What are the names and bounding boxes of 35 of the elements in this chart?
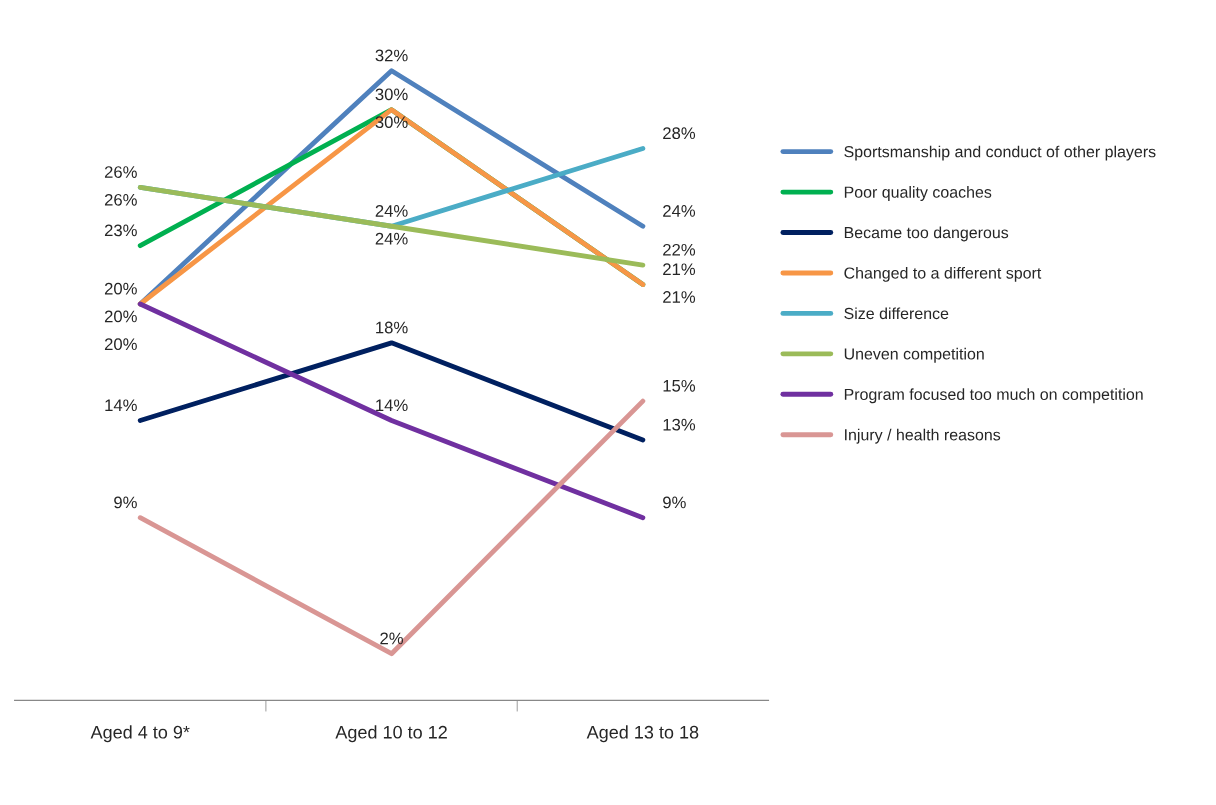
data-label: 32%	[375, 49, 408, 62]
x-tick-label: Aged 10 to 12	[335, 725, 447, 743]
data-label: 30%	[375, 88, 408, 101]
data-label: 14%	[105, 399, 137, 412]
data-label: 20%	[104, 310, 137, 323]
data-label: 20%	[104, 282, 137, 295]
legend-label: Poor quality coaches	[844, 186, 992, 201]
data-label: 24%	[663, 205, 696, 217]
data-label: 2%	[380, 632, 403, 645]
legend-label: Changed to a different sport	[844, 266, 1042, 282]
x-tick-label: Aged 4 to 9*	[90, 725, 190, 743]
data-label: 14%	[376, 399, 408, 412]
legend-label: Size difference	[844, 307, 949, 320]
legend-label: Uneven competition	[844, 347, 984, 363]
data-label: 21%	[663, 291, 696, 303]
data-label: 9%	[114, 496, 137, 509]
data-label: 15%	[663, 379, 696, 392]
data-label: 22%	[663, 243, 696, 256]
data-label: 30%	[375, 116, 408, 129]
data-label: 26%	[104, 193, 137, 206]
data-label: 20%	[104, 338, 137, 351]
data-label: 21%	[663, 263, 696, 276]
legend-label: Became too dangerous	[844, 226, 1009, 242]
data-label: 13%	[663, 418, 696, 431]
data-label: 9%	[663, 496, 686, 509]
data-label: 24%	[375, 232, 408, 245]
legend-label: Sportsmanship and conduct of other players	[844, 145, 1156, 161]
legend-label: Injury / health reasons	[845, 428, 1001, 444]
data-label: 26%	[104, 166, 137, 178]
data-label: 24%	[375, 205, 408, 217]
data-label: 18%	[376, 321, 408, 334]
legend-label: Program focused too much on competition	[844, 388, 1143, 404]
data-label: 28%	[663, 127, 696, 140]
data-label: 23%	[104, 224, 137, 237]
x-tick-label: Aged 13 to 18	[586, 725, 699, 743]
